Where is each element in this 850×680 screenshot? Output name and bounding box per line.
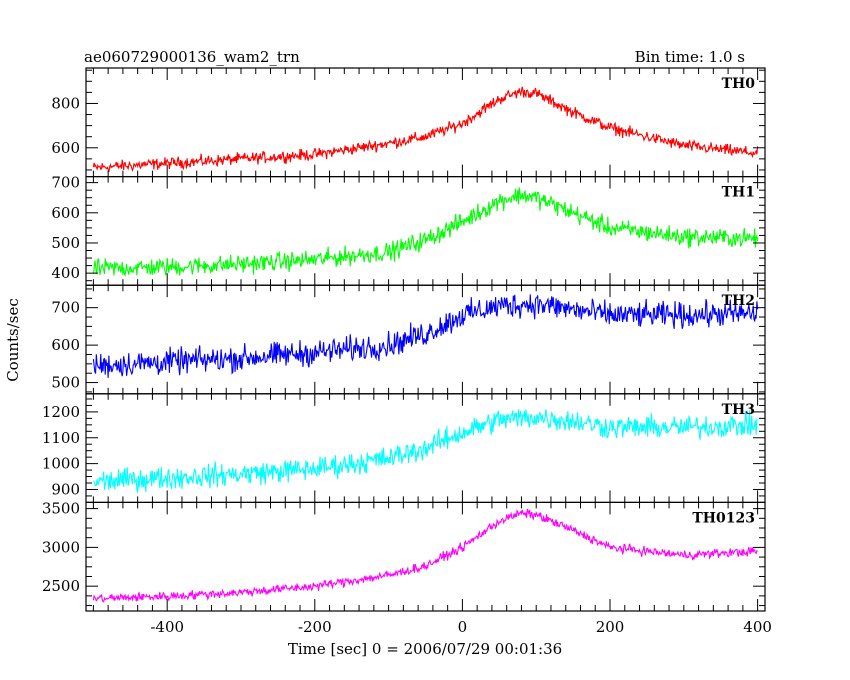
series-line-th1	[92, 187, 759, 277]
bin-time-label: Bin time: 1.0 s	[635, 48, 745, 66]
y-tick-label: 800	[51, 94, 80, 112]
y-tick-label: 1100	[42, 429, 80, 447]
series-line-th0123	[92, 508, 758, 603]
panel-th0123: 2500 3000 3500 TH0123	[42, 500, 766, 612]
x-tick-label: -200	[298, 618, 332, 636]
x-tick-label: 400	[743, 618, 772, 636]
panel-label-th1: TH1	[722, 185, 755, 201]
panel-th1: 400 500 600 700 TH1	[51, 174, 766, 286]
y-tick-label: 400	[51, 264, 80, 282]
y-axis-title: Counts/sec	[4, 298, 22, 382]
panel-frame	[85, 176, 766, 286]
panel-label-th2: TH2	[722, 293, 755, 309]
y-tick-label: 2500	[42, 577, 80, 595]
x-axis: -400 -200 0 200 400	[150, 618, 772, 636]
series-line-th3	[93, 409, 758, 493]
y-tick-label: 600	[51, 139, 80, 157]
panel-label-th3: TH3	[722, 402, 755, 418]
panel-label-th0: TH0	[722, 76, 756, 92]
x-tick-label: -400	[150, 618, 184, 636]
y-tick-label: 900	[51, 480, 80, 498]
y-tick-label: 500	[51, 234, 80, 252]
y-tick-label: 600	[51, 336, 80, 354]
y-tick-label: 500	[51, 374, 80, 392]
y-tick-label: 3500	[42, 500, 80, 518]
y-tick-label: 1200	[42, 403, 80, 421]
series-line-th0	[92, 86, 759, 173]
x-tick-label: 0	[458, 618, 468, 636]
y-tick-label: 3000	[42, 538, 80, 556]
panel-frame	[85, 501, 766, 612]
y-tick-label: 700	[51, 299, 80, 317]
series-line-th2	[92, 294, 759, 378]
y-tick-label: 600	[51, 204, 80, 222]
x-axis-title: Time [sec] 0 = 2006/07/29 00:01:36	[288, 640, 562, 658]
chart-title: ae060729000136_wam2_trn	[84, 48, 300, 66]
panels-group: 600 800 TH0 400 500 600 700 TH1 500 600 700 TH2 900 1…	[42, 67, 766, 612]
panel-th0: 600 800 TH0	[51, 67, 766, 178]
y-tick-label: 700	[51, 174, 80, 192]
panel-label-th0123: TH0123	[692, 510, 755, 526]
panel-th3: 900 1000 1100 1200 TH3	[42, 393, 766, 503]
y-tick-label: 1000	[42, 455, 80, 473]
panel-th2: 500 600 700 TH2	[51, 284, 766, 395]
x-tick-label: 200	[596, 618, 625, 636]
